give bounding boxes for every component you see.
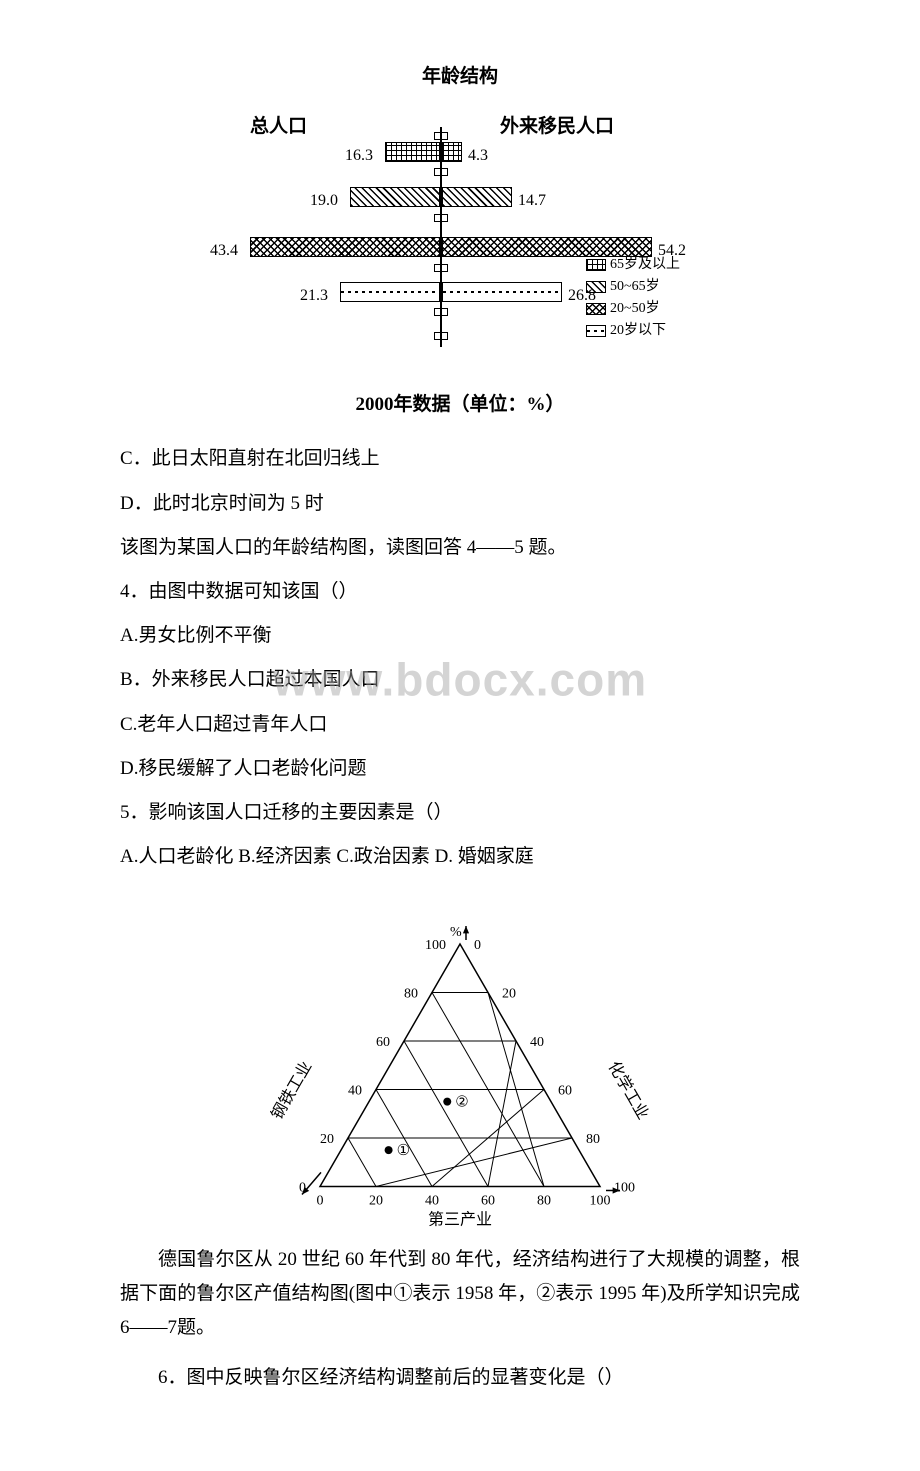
pyramid-value-left: 21.3	[300, 282, 328, 311]
svg-text:60: 60	[558, 1084, 572, 1099]
q4-option-c: C.老年人口超过青年人口	[120, 708, 800, 742]
svg-text:80: 80	[586, 1132, 600, 1147]
svg-text:80: 80	[537, 1194, 551, 1209]
svg-text:80: 80	[404, 987, 418, 1002]
pyramid-bar-right	[442, 187, 512, 207]
pyramid-bar-left	[350, 187, 440, 207]
svg-text:40: 40	[530, 1035, 544, 1050]
pyramid-bar-right	[442, 142, 462, 162]
svg-text:100: 100	[425, 938, 446, 953]
svg-text:20: 20	[369, 1194, 383, 1209]
svg-text:%: %	[450, 925, 462, 940]
pyramid-bar-right	[442, 237, 652, 257]
svg-text:40: 40	[425, 1194, 439, 1209]
legend-item: 20~50岁	[586, 298, 680, 319]
svg-text:60: 60	[376, 1035, 390, 1050]
pyramid-value-right: 54.2	[658, 237, 686, 266]
ternary-chart-container: 001002020804040606060408080201001000%钢铁工…	[120, 894, 800, 1226]
pyramid-value-left: 19.0	[310, 187, 338, 216]
svg-text:60: 60	[481, 1194, 495, 1209]
legend-swatch	[586, 325, 606, 337]
pyramid-value-right: 4.3	[468, 142, 488, 171]
svg-text:化学工业: 化学工业	[605, 1058, 650, 1122]
legend-label: 20~50岁	[610, 298, 660, 319]
pyramid-value-left: 16.3	[345, 142, 373, 171]
chart-title: 年龄结构	[230, 60, 690, 94]
svg-text:①: ①	[397, 1143, 410, 1159]
pyramid-bar-left	[385, 142, 440, 162]
intro-q6-q7: 德国鲁尔区从 20 世纪 60 年代到 80 年代，经济结构进行了大规模的调整，…	[120, 1243, 800, 1346]
svg-text:钢铁工业: 钢铁工业	[270, 1058, 315, 1122]
legend-item: 20岁以下	[586, 320, 680, 341]
svg-text:40: 40	[348, 1084, 362, 1099]
svg-text:100: 100	[590, 1194, 611, 1209]
q4-option-d: D.移民缓解了人口老龄化问题	[120, 752, 800, 786]
svg-text:20: 20	[320, 1132, 334, 1147]
chart-caption: 2000年数据（单位：%）	[230, 388, 690, 422]
legend-item: 50~65岁	[586, 276, 680, 297]
q4-option-b: B．外来移民人口超过本国人口	[120, 663, 800, 697]
svg-text:20: 20	[502, 987, 516, 1002]
pyramid-value-left: 43.4	[210, 237, 238, 266]
svg-text:0: 0	[317, 1194, 324, 1209]
legend-label: 20岁以下	[610, 320, 666, 341]
pyramid-right-label: 外来移民人口	[500, 110, 614, 144]
age-structure-chart: 年龄结构 总人口 外来移民人口 65岁及以上50~65岁20~50岁20岁以下 …	[120, 60, 800, 422]
question-6: 6．图中反映鲁尔区经济结构调整前后的显著变化是（）	[120, 1361, 800, 1395]
intro-q4-q5: 该图为某国人口的年龄结构图，读图回答 4——5 题。	[120, 531, 800, 565]
pyramid-left-label: 总人口	[250, 110, 307, 144]
question-5: 5．影响该国人口迁移的主要因素是（）	[120, 796, 800, 830]
svg-text:0: 0	[474, 938, 481, 953]
option-d: D．此时北京时间为 5 时	[120, 487, 800, 521]
question-4: 4．由图中数据可知该国（）	[120, 575, 800, 609]
option-c: C．此日太阳直射在北回归线上	[120, 442, 800, 476]
svg-text:100: 100	[614, 1181, 635, 1196]
pyramid-bar-left	[340, 282, 440, 302]
pyramid-bar-right	[442, 282, 562, 302]
legend-label: 50~65岁	[610, 276, 660, 297]
q5-options: A.人口老龄化 B.经济因素 C.政治因素 D. 婚姻家庭	[120, 840, 800, 874]
ternary-chart: 001002020804040606060408080201001000%钢铁工…	[270, 894, 650, 1226]
pyramid-value-right: 14.7	[518, 187, 546, 216]
svg-text:②: ②	[455, 1095, 468, 1111]
pyramid-legend: 65岁及以上50~65岁20~50岁20岁以下	[586, 253, 680, 342]
pyramid-value-right: 26.8	[568, 282, 596, 311]
pyramid-bar-left	[250, 237, 440, 257]
svg-text:第三产业: 第三产业	[428, 1211, 492, 1227]
legend-swatch	[586, 259, 606, 271]
population-pyramid: 总人口 外来移民人口 65岁及以上50~65岁20~50岁20岁以下 16.3 4…	[230, 102, 690, 382]
q4-option-a: A.男女比例不平衡	[120, 619, 800, 653]
